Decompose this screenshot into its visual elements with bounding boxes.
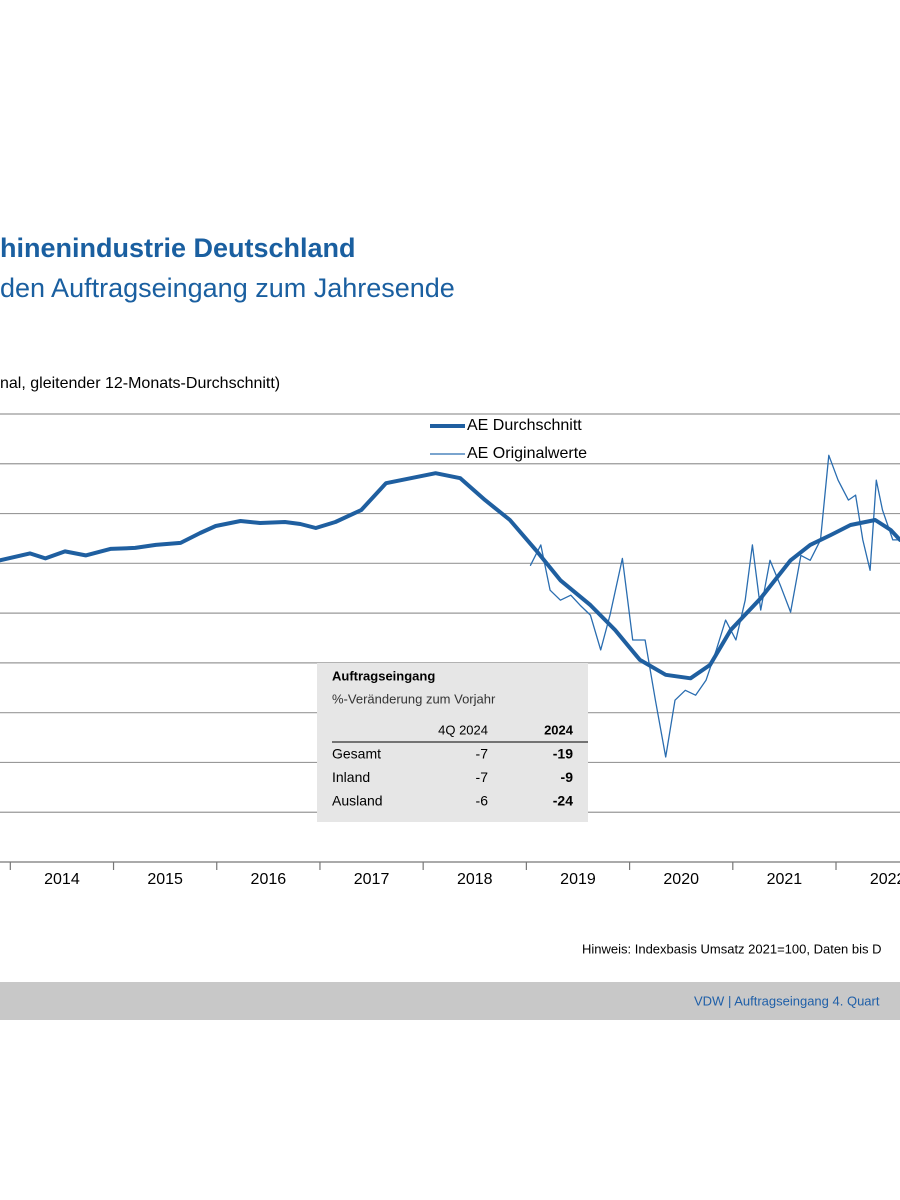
x-tick-label: 2019 [560,871,596,888]
table-header: 2024 [544,722,574,737]
data-line [0,471,900,681]
table-cell: -24 [553,793,573,809]
plot: 2014 2015 2016 2017 2018 2019 2020 2021 2022 Auft… [0,413,900,888]
y-axis-label: nal, gleitender 12-Monats-Durchschnitt) [0,375,280,392]
x-tick-label: 2016 [251,871,287,888]
table-header: 4Q 2024 [438,722,488,737]
footer: VDW | Auftragseingang 4. Quart [694,993,880,1008]
table-row-label: Ausland [332,793,383,809]
legend-label: AE Originalwerte [467,445,587,462]
table-cell: -7 [476,769,489,785]
table-subtitle: %-Veränderung zum Vorjahr [332,691,496,706]
x-tick-label: 2017 [354,871,390,888]
subtitle: den Auftragseingang zum Jahresende [0,273,455,303]
x-tick-label: 2021 [767,871,803,888]
table-cell: -6 [476,793,489,809]
footer-band [0,982,900,1020]
x-tick-label: 2018 [457,871,493,888]
title: hinenindustrie Deutschland [0,233,356,263]
x-tick-label: 2022 [870,871,900,888]
table-cell: -9 [561,769,574,785]
table-row-label: Gesamt [332,746,381,762]
table-cell: -19 [553,746,573,762]
note: Hinweis: Indexbasis Umsatz 2021=100, Dat… [582,941,882,956]
table-row-label: Inland [332,769,370,785]
table-title: Auftragseingang [332,668,435,683]
x-tick-label: 2014 [44,871,80,888]
x-tick-label: 2015 [147,871,183,888]
summary-table: Auftragseingang %-Veränderung zum Vorjahr… [317,663,588,822]
x-tick-label: 2020 [663,871,699,888]
table-cell: -7 [476,746,489,762]
legend-label: AE Durchschnitt [467,417,582,434]
